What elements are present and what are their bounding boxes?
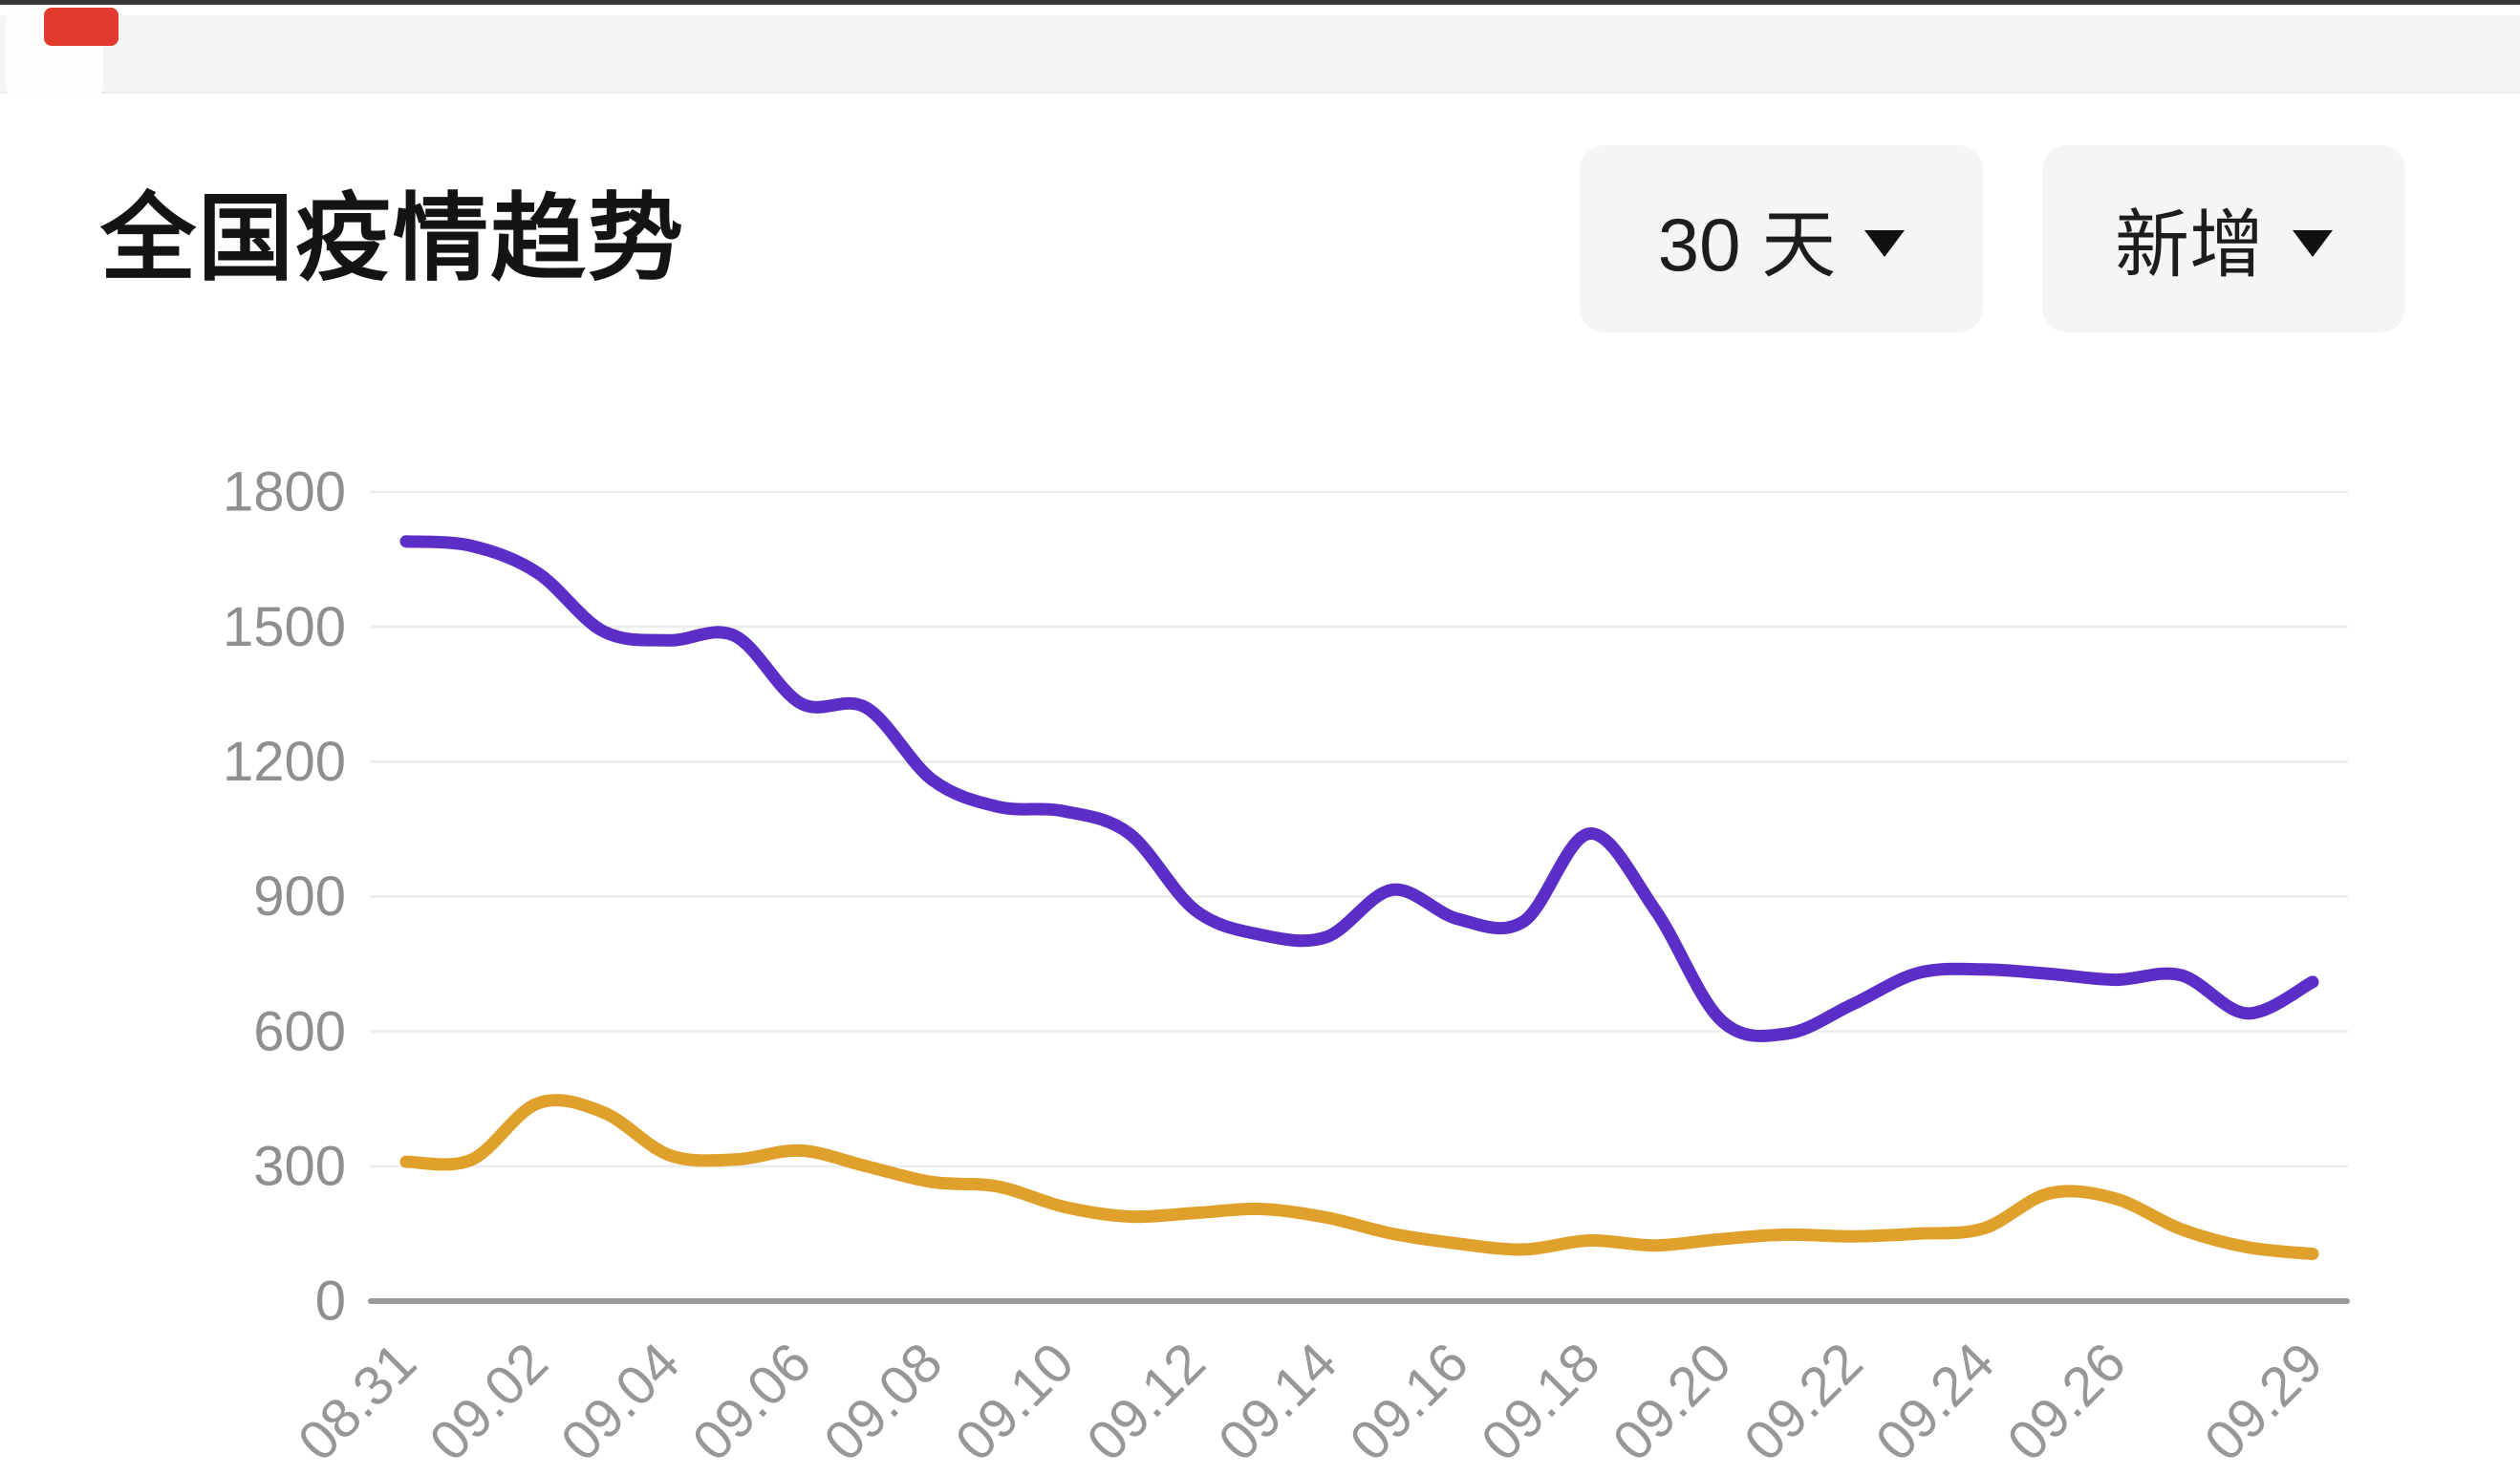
x-tick-label: 09.06 (680, 1331, 823, 1473)
y-tick-label: 1200 (223, 731, 346, 793)
window-top-edge (0, 0, 2520, 5)
x-tick-label: 09.08 (812, 1331, 955, 1473)
x-tick-label: 08.31 (287, 1331, 429, 1473)
caret-down-icon (1864, 230, 1906, 257)
x-tick-label: 09.10 (944, 1331, 1087, 1473)
red-badge (44, 8, 118, 46)
x-tick-label: 09.02 (418, 1331, 560, 1473)
page-title: 全国疫情趋势 (100, 185, 685, 292)
trend-line-chart: 030060090012001500180008.3109.0209.0409.… (223, 461, 2350, 1473)
y-axis-labels: 0 300 600 900 1200 1500 1800 (223, 461, 346, 1333)
x-tick-label: 09.12 (1075, 1331, 1217, 1473)
y-tick-label: 300 (253, 1136, 346, 1198)
x-tick-label: 09.20 (1601, 1331, 1743, 1473)
metric-label: 新增 (2114, 203, 2264, 287)
chart-controls: 30 天 新增 (1580, 145, 2405, 332)
time-range-dropdown[interactable]: 30 天 (1580, 145, 1983, 332)
x-axis-labels: 08.3109.0209.0409.0609.0809.1009.1209.14… (287, 1331, 2336, 1473)
x-tick-label: 09.26 (1995, 1331, 2138, 1473)
time-range-label: 30 天 (1657, 203, 1837, 287)
purple-series-line (399, 535, 2319, 1042)
caret-down-icon (2293, 230, 2333, 257)
orange-series-line (399, 1094, 2319, 1261)
x-tick-label: 09.04 (549, 1331, 692, 1473)
x-tick-label: 09.18 (1470, 1331, 1612, 1473)
x-tick-label: 09.14 (1207, 1331, 1349, 1473)
y-tick-label: 0 (315, 1271, 346, 1333)
x-tick-label: 09.16 (1338, 1331, 1480, 1473)
metric-dropdown[interactable]: 新增 (2042, 145, 2405, 332)
x-tick-label: 09.24 (1864, 1331, 2007, 1473)
y-tick-label: 600 (253, 1000, 346, 1062)
y-tick-label: 900 (253, 866, 346, 928)
gridlines (368, 490, 2350, 1304)
x-tick-label: 09.29 (2193, 1331, 2336, 1473)
x-tick-label: 09.22 (1733, 1331, 1875, 1473)
top-status-strip (0, 15, 2520, 94)
chart-header: 全国疫情趋势 30 天 新增 (100, 143, 2405, 334)
y-tick-label: 1500 (223, 596, 346, 658)
y-tick-label: 1800 (223, 461, 346, 524)
